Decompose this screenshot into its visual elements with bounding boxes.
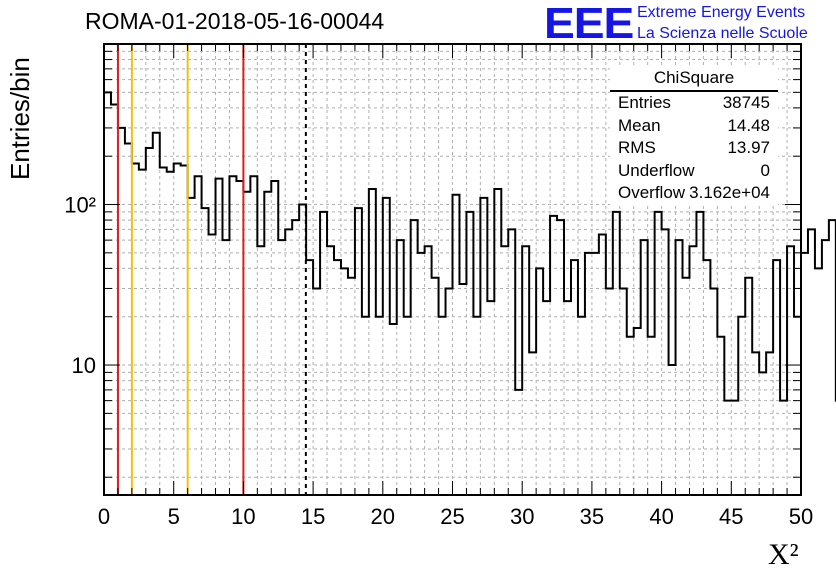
stats-value: 0 (760, 160, 770, 180)
x-tick-label: 0 (98, 504, 110, 529)
x-tick-label: 35 (580, 504, 604, 529)
y-tick-label: 10² (64, 193, 96, 218)
x-tick-label: 40 (649, 504, 673, 529)
chart-title: ROMA-01-2018-05-16-00044 (85, 8, 385, 34)
x-tick-label: 15 (301, 504, 325, 529)
stats-row-underflow: Underflow 0 (610, 160, 778, 183)
y-axis-label: Entries/bin (5, 57, 35, 180)
y-tick-label: 10 (72, 353, 96, 378)
stats-label: Overflow (618, 183, 686, 202)
x-axis-label: X² (768, 538, 799, 571)
stats-label: Mean (618, 115, 661, 135)
logo-line1: Extreme Energy Events (637, 4, 806, 21)
x-tick-label: 50 (789, 504, 813, 529)
x-tick-label: 20 (371, 504, 395, 529)
stats-row-rms: RMS 13.97 (610, 137, 778, 160)
x-tick-label: 45 (719, 504, 743, 529)
x-tick-label: 10 (231, 504, 255, 529)
x-tick-label: 5 (168, 504, 180, 529)
stats-title: ChiSquare (610, 66, 778, 92)
stats-value: 14.48 (727, 115, 770, 135)
stats-row-overflow: Overflow 3.162e+04 (610, 182, 778, 205)
stats-value: 13.97 (727, 138, 770, 157)
stats-value: 3.162e+04 (689, 183, 770, 202)
x-tick-label: 30 (510, 504, 534, 529)
eee-logo: EEE (544, 0, 634, 48)
stats-label: RMS (618, 138, 656, 157)
histogram-series (104, 91, 836, 402)
logo-line2: La Scienza nelle Scuole (637, 25, 808, 42)
x-tick-label: 25 (440, 504, 464, 529)
stats-row-entries: Entries 38745 (610, 92, 778, 115)
stats-box: ChiSquare Entries 38745 Mean 14.48 RMS 1… (610, 66, 778, 205)
stats-row-mean: Mean 14.48 (610, 115, 778, 138)
stats-label: Underflow (618, 160, 695, 180)
stats-label: Entries (618, 93, 671, 112)
stats-value: 38745 (722, 93, 770, 112)
